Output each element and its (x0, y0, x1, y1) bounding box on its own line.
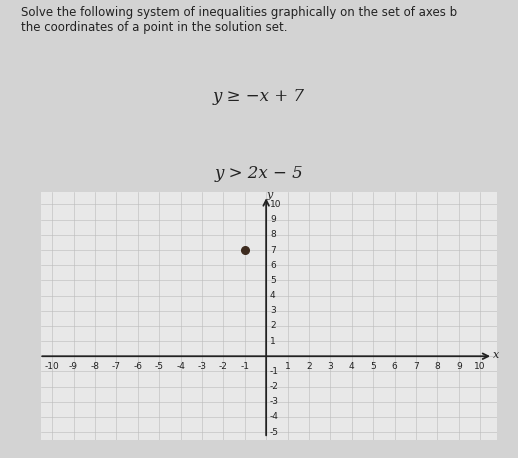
Text: 5: 5 (270, 276, 276, 285)
Text: 7: 7 (270, 245, 276, 255)
Text: -3: -3 (197, 361, 207, 371)
Text: -9: -9 (69, 361, 78, 371)
Text: 9: 9 (270, 215, 276, 224)
Text: Solve the following system of inequalities graphically on the set of axes b
the : Solve the following system of inequaliti… (21, 6, 457, 34)
Text: -3: -3 (270, 397, 279, 406)
Text: -1: -1 (270, 367, 279, 376)
Text: -5: -5 (270, 428, 279, 436)
Text: 4: 4 (270, 291, 276, 300)
Text: -4: -4 (176, 361, 185, 371)
Text: 3: 3 (327, 361, 333, 371)
Text: -8: -8 (91, 361, 99, 371)
Text: -6: -6 (133, 361, 142, 371)
Text: 10: 10 (270, 200, 281, 209)
Text: 8: 8 (270, 230, 276, 240)
Text: 8: 8 (435, 361, 440, 371)
Text: 9: 9 (456, 361, 462, 371)
Text: 2: 2 (270, 322, 276, 330)
Text: 2: 2 (306, 361, 312, 371)
Text: -2: -2 (219, 361, 228, 371)
Text: 5: 5 (370, 361, 376, 371)
Text: -7: -7 (112, 361, 121, 371)
Text: y > 2x − 5: y > 2x − 5 (214, 164, 304, 182)
Text: 4: 4 (349, 361, 354, 371)
Text: -2: -2 (270, 382, 279, 391)
Text: -4: -4 (270, 412, 279, 421)
Text: y: y (267, 190, 273, 200)
Text: -10: -10 (45, 361, 60, 371)
Text: 3: 3 (270, 306, 276, 315)
Text: -1: -1 (240, 361, 249, 371)
Text: y ≥ −x + 7: y ≥ −x + 7 (213, 87, 305, 105)
Text: 6: 6 (392, 361, 397, 371)
Text: 6: 6 (270, 261, 276, 270)
Text: 10: 10 (474, 361, 486, 371)
Text: 1: 1 (270, 337, 276, 345)
Text: 7: 7 (413, 361, 419, 371)
Text: x: x (493, 350, 499, 360)
Text: -5: -5 (155, 361, 164, 371)
Text: 1: 1 (285, 361, 291, 371)
